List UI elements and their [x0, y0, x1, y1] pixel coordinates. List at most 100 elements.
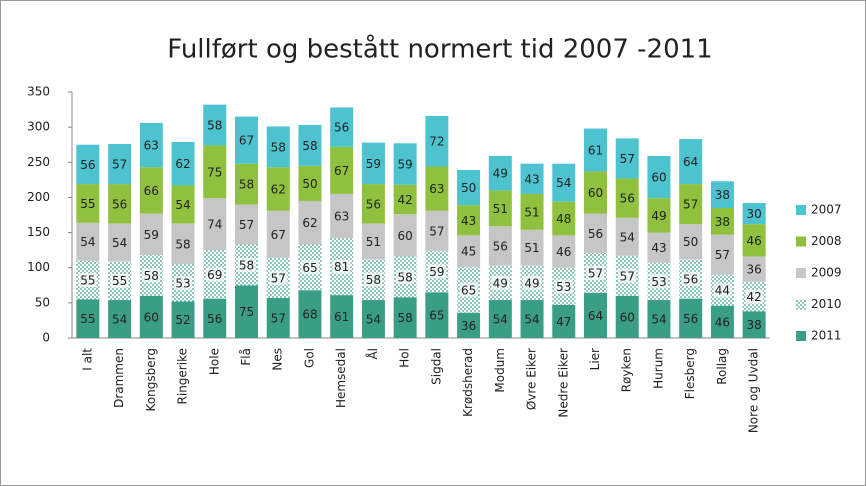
y-tick-label: 250: [27, 155, 50, 169]
data-label: 63: [334, 210, 349, 224]
data-label: 60: [651, 171, 666, 185]
bar-segment: [361, 142, 385, 185]
data-label: 61: [588, 143, 603, 157]
data-label-bg: [491, 275, 510, 290]
data-label: 57: [620, 152, 635, 166]
bar-segment: [76, 222, 100, 261]
bar-segment: [425, 210, 449, 251]
data-label: 54: [112, 236, 127, 250]
data-label-bg: [142, 268, 161, 283]
bar-segment: [425, 115, 449, 167]
y-tick-label: 200: [27, 190, 50, 204]
data-label: 54: [651, 313, 666, 327]
bar-segment: [266, 210, 290, 258]
bar-segment: [393, 214, 417, 257]
data-label: 63: [144, 139, 159, 153]
data-label: 56: [683, 272, 698, 286]
x-tick-label: Nes: [271, 348, 285, 371]
data-label: 57: [239, 218, 254, 232]
data-label: 43: [461, 214, 476, 228]
data-label: 54: [524, 313, 539, 327]
data-label: 56: [366, 197, 381, 211]
y-tick-label: 300: [27, 120, 50, 134]
data-label: 49: [651, 209, 666, 223]
bar-segment: [552, 304, 576, 338]
bar-segment: [235, 285, 258, 338]
bar-segment: [361, 223, 385, 260]
bar-segment: [520, 193, 544, 230]
chart-title: Fullført og bestått normert tid 2007 -20…: [167, 34, 712, 65]
bar-segment: [361, 300, 385, 338]
data-label-bg: [205, 267, 224, 282]
data-label: 55: [80, 312, 95, 326]
bar-segment: [679, 139, 703, 185]
x-tick-label: Ål: [365, 348, 380, 360]
data-label: 47: [556, 315, 571, 329]
data-label-bg: [110, 273, 129, 288]
data-label: 50: [683, 235, 698, 249]
data-label: 60: [588, 186, 603, 200]
legend-swatch: [796, 331, 806, 341]
bar-segment: [298, 200, 322, 245]
bar-segment: [457, 235, 481, 268]
bar-segment: [330, 193, 354, 239]
bar-segment: [108, 300, 132, 338]
data-label: 52: [175, 313, 190, 327]
bar-segment: [615, 138, 639, 179]
data-label: 57: [271, 271, 286, 285]
data-label-bg: [174, 275, 193, 290]
bar-segment: [235, 116, 258, 164]
x-tick-label: Hurum: [651, 348, 665, 389]
data-label: 68: [302, 308, 317, 322]
bar-segment: [647, 198, 671, 233]
bar-segment: [298, 165, 322, 201]
data-label-bg: [237, 257, 256, 272]
data-label: 60: [620, 310, 635, 324]
data-label: 75: [239, 305, 254, 319]
data-label: 58: [175, 237, 190, 251]
legend-label: 2010: [811, 297, 842, 311]
legend-label: 2007: [811, 203, 842, 217]
bar-segment: [647, 155, 671, 199]
bar-segment: [203, 298, 227, 338]
data-label: 59: [144, 228, 159, 242]
data-label: 56: [80, 158, 95, 172]
data-label: 48: [556, 212, 571, 226]
data-label: 58: [397, 270, 412, 284]
bar-segment: [393, 143, 417, 185]
bar-segment: [457, 205, 481, 236]
data-label: 53: [651, 275, 666, 289]
bar-segment: [235, 204, 258, 245]
x-tick-label: Hemsedal: [334, 348, 348, 408]
data-label: 49: [493, 167, 508, 181]
data-label: 55: [112, 274, 127, 288]
data-label: 60: [144, 310, 159, 324]
bar-segment: [171, 301, 195, 338]
bar-segment: [266, 297, 290, 338]
data-label: 56: [683, 312, 698, 326]
data-label: 50: [302, 177, 317, 191]
bar-segment: [552, 163, 576, 202]
data-label-bg: [713, 283, 732, 298]
data-label: 36: [746, 263, 761, 277]
data-label-bg: [745, 289, 764, 304]
bar-segment: [76, 299, 100, 338]
data-label: 56: [112, 197, 127, 211]
data-label: 54: [80, 235, 95, 249]
bar-segment: [584, 213, 607, 253]
bar-segment: [679, 298, 703, 338]
x-tick-label: Røyken: [620, 348, 634, 392]
bar-segment: [139, 213, 163, 256]
bar-segment: [584, 171, 607, 214]
bar-segment: [710, 181, 734, 208]
bar-segment: [520, 300, 544, 338]
bar-segment: [139, 295, 163, 338]
data-label-bg: [459, 282, 478, 297]
bar-segment: [425, 166, 449, 211]
data-label: 58: [239, 258, 254, 272]
data-label: 65: [461, 283, 476, 297]
data-label: 56: [493, 239, 508, 253]
data-label: 59: [429, 265, 444, 279]
bar-segment: [361, 184, 385, 224]
